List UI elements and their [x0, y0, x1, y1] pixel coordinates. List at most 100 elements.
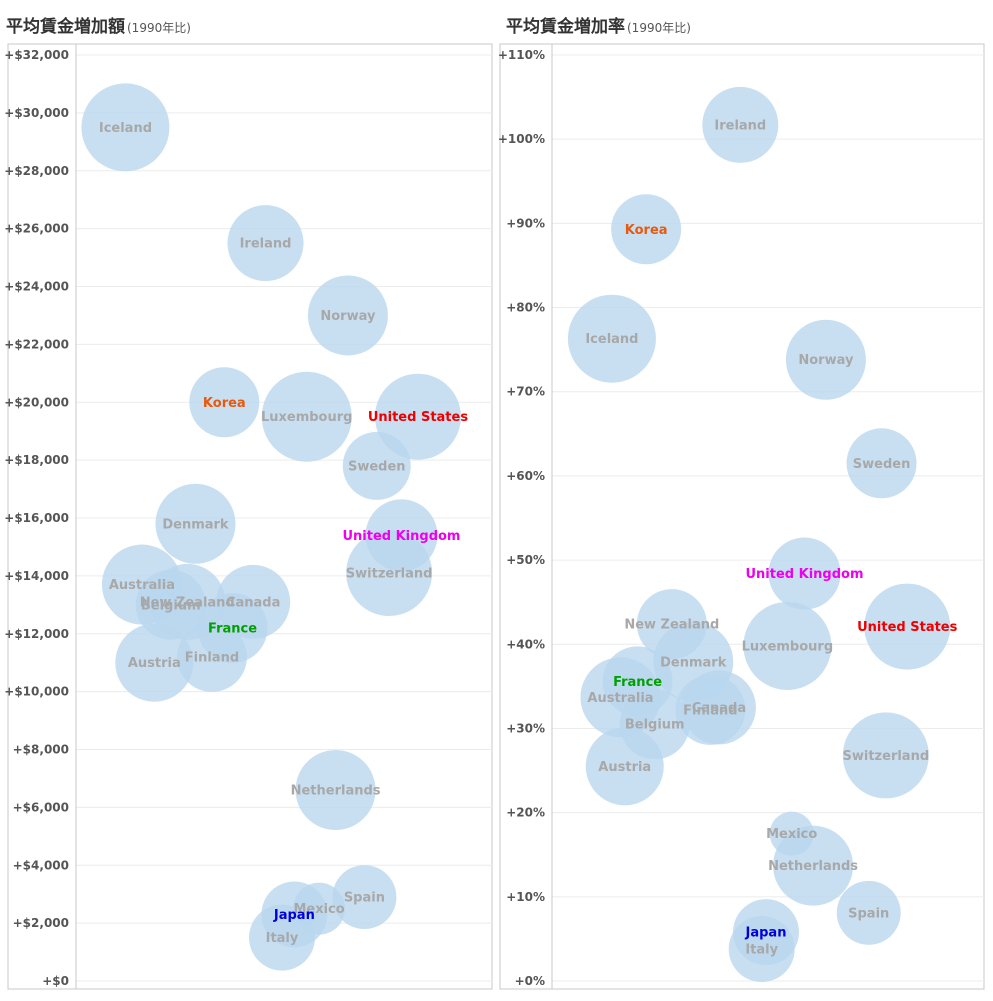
bubble-denmark[interactable] — [155, 483, 236, 564]
bubble-spain[interactable] — [836, 880, 901, 945]
bubble-sweden[interactable] — [846, 428, 917, 499]
bubble-ireland[interactable] — [227, 205, 304, 282]
left-bubble-chart: +$0 +$2,000 +$4,000 +$6,000 +$8,000 +$10,000 +… — [4, 43, 493, 990]
y-tick-label: +60% — [506, 469, 545, 483]
bubble-korea[interactable] — [611, 194, 682, 265]
y-tick-label: +90% — [506, 216, 545, 230]
bubble-label-korea: Korea — [625, 223, 668, 238]
bubble-label-sweden: Sweden — [348, 459, 406, 474]
bubble-label-france: France — [613, 675, 662, 690]
bubble-switzerland[interactable] — [842, 712, 929, 799]
bubble-iceland[interactable] — [81, 83, 170, 172]
bubble-netherlands[interactable] — [773, 825, 854, 906]
bubble-italy[interactable] — [728, 916, 795, 983]
left-chart-subtitle: (1990年比) — [127, 21, 191, 35]
y-tick-label: +$0 — [42, 974, 69, 988]
bubble-label-italy: Italy — [745, 943, 778, 958]
y-tick-label: +$4,000 — [13, 858, 69, 872]
bubbles — [567, 86, 951, 983]
bubble-label-norway: Norway — [798, 353, 854, 368]
right-panel: 平均賃金増加率 (1990年比) +0% +10% +20% +30% +40% +50% +… — [496, 0, 993, 1001]
y-tick-label: +$32,000 — [4, 48, 69, 62]
bubble-luxembourg[interactable] — [261, 371, 352, 462]
bubble-label-iceland: Iceland — [99, 121, 152, 136]
bubble-united-states[interactable] — [864, 583, 951, 670]
chart-frame — [7, 43, 493, 990]
bubble-label-denmark: Denmark — [660, 655, 727, 670]
bubble-label-united-states: United States — [857, 620, 958, 635]
y-tick-label: +30% — [506, 721, 545, 735]
bubble-netherlands[interactable] — [295, 750, 376, 831]
bubble-label-mexico: Mexico — [293, 902, 344, 917]
bubble-label-luxembourg: Luxembourg — [742, 639, 834, 654]
y-tick-label: +$14,000 — [4, 569, 69, 583]
y-tick-label: +110% — [498, 48, 545, 62]
bubble-finland[interactable] — [675, 674, 746, 745]
bubble-norway[interactable] — [785, 319, 866, 400]
bubble-label-spain: Spain — [848, 906, 889, 921]
bubble-label-austria: Austria — [128, 656, 181, 671]
bubble-label-finland: Finland — [185, 650, 239, 665]
bubble-label-belgium: Belgium — [625, 718, 685, 733]
bubble-belgium[interactable] — [135, 569, 206, 640]
y-tick-label: +70% — [506, 385, 545, 399]
bubble-label-mexico: Mexico — [766, 827, 817, 842]
bubble-label-iceland: Iceland — [585, 332, 638, 347]
bubble-label-austria: Austria — [598, 760, 651, 775]
bubble-label-denmark: Denmark — [162, 517, 229, 532]
bubble-label-japan: Japan — [745, 926, 787, 941]
bubble-label-united-kingdom: United Kingdom — [746, 567, 864, 582]
bubble-sweden[interactable] — [342, 431, 411, 500]
bubble-label-finland: Finland — [683, 703, 737, 718]
bubble-label-switzerland: Switzerland — [843, 749, 930, 764]
bubble-label-united-kingdom: United Kingdom — [342, 529, 460, 544]
bubble-united-kingdom[interactable] — [768, 537, 841, 610]
bubble-austria[interactable] — [115, 623, 194, 702]
bubble-labels: Ireland Korea Iceland Norway Sweden United Ki… — [585, 118, 957, 957]
right-chart-title-main: 平均賃金増加率 — [506, 17, 625, 37]
bubble-label-canada: Canada — [226, 595, 280, 610]
bubble-label-netherlands: Netherlands — [768, 859, 858, 874]
bubble-label-france: France — [208, 621, 257, 636]
bubble-iceland[interactable] — [567, 294, 656, 383]
y-tick-label: +50% — [506, 553, 545, 567]
bubble-label-norway: Norway — [320, 309, 376, 324]
bubble-label-sweden: Sweden — [853, 457, 911, 472]
y-tick-label: +$22,000 — [4, 337, 69, 351]
y-tick-label: +40% — [506, 637, 545, 651]
bubble-luxembourg[interactable] — [743, 601, 832, 690]
bubble-finland[interactable] — [176, 621, 247, 692]
bubble-labels: Iceland Ireland Norway Korea Luxembourg Unite… — [99, 121, 468, 946]
bubble-norway[interactable] — [307, 275, 388, 356]
bubble-label-ireland: Ireland — [714, 118, 766, 133]
bubble-italy[interactable] — [249, 904, 315, 971]
chart-frame — [499, 43, 985, 990]
bubble-korea[interactable] — [189, 367, 260, 438]
left-chart-title: 平均賃金増加額 (1990年比) — [6, 12, 191, 37]
bubble-austria[interactable] — [585, 727, 664, 806]
bubble-label-australia: Australia — [109, 578, 175, 593]
y-tick-label: +80% — [506, 301, 545, 315]
bubble-label-italy: Italy — [266, 931, 299, 946]
y-tick-label: +$16,000 — [4, 511, 69, 525]
y-tick-label: +$12,000 — [4, 627, 69, 641]
right-chart-title: 平均賃金増加率 (1990年比) — [506, 12, 691, 37]
y-tick-label: +$28,000 — [4, 164, 69, 178]
bubble-spain[interactable] — [332, 865, 397, 930]
bubbles — [81, 83, 461, 971]
right-bubble-chart: +0% +10% +20% +30% +40% +50% +60% +70% +80% +90% +… — [498, 43, 985, 990]
bubble-switzerland[interactable] — [346, 529, 433, 616]
y-tick-label: +20% — [506, 806, 545, 820]
bubble-label-korea: Korea — [203, 396, 246, 411]
left-chart-title-main: 平均賃金増加額 — [6, 17, 125, 37]
y-tick-label: +100% — [498, 132, 545, 146]
y-tick-label: +$10,000 — [4, 685, 69, 699]
bubble-label-switzerland: Switzerland — [346, 566, 433, 581]
y-tick-label: +$24,000 — [4, 280, 69, 294]
bubble-ireland[interactable] — [702, 86, 779, 163]
bubble-label-canada: Canada — [692, 701, 746, 716]
y-tick-label: +$18,000 — [4, 453, 69, 467]
bubble-label-new-zealand: New Zealand — [140, 595, 235, 610]
y-tick-label: +$26,000 — [4, 222, 69, 236]
y-tick-label: +$20,000 — [4, 395, 69, 409]
